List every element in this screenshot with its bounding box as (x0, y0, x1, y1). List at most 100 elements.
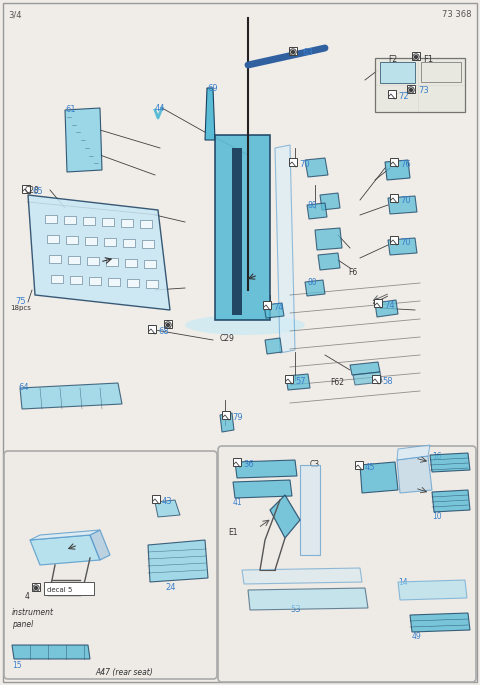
Text: 79: 79 (232, 412, 242, 421)
Text: 15: 15 (12, 661, 22, 670)
Bar (85, 237, 97, 245)
Bar (233, 458, 241, 466)
Polygon shape (30, 530, 100, 540)
Text: F6: F6 (348, 268, 357, 277)
Polygon shape (397, 456, 432, 493)
Text: F1: F1 (423, 55, 433, 64)
Text: 80: 80 (307, 278, 317, 287)
Ellipse shape (185, 315, 305, 335)
Bar (68, 256, 80, 264)
Polygon shape (205, 88, 215, 140)
Polygon shape (12, 645, 90, 659)
Text: 43: 43 (162, 497, 173, 506)
Polygon shape (350, 362, 380, 375)
Polygon shape (215, 135, 270, 320)
Polygon shape (385, 160, 410, 180)
Text: 70: 70 (400, 238, 410, 247)
Text: 4: 4 (25, 592, 30, 601)
Bar (388, 90, 396, 98)
FancyBboxPatch shape (218, 446, 476, 682)
Polygon shape (275, 145, 295, 353)
Polygon shape (286, 374, 310, 390)
Bar (152, 495, 160, 503)
Polygon shape (375, 58, 465, 112)
Text: 10: 10 (432, 512, 442, 521)
Bar (289, 47, 297, 55)
Polygon shape (315, 228, 342, 250)
Text: 73 368: 73 368 (443, 10, 472, 19)
Bar (51, 275, 63, 283)
Polygon shape (353, 372, 382, 385)
Text: A47 (rear seat): A47 (rear seat) (95, 668, 153, 677)
Text: 16: 16 (432, 452, 442, 461)
Bar (390, 158, 398, 166)
Bar (222, 411, 230, 419)
Text: instrument
panel: instrument panel (12, 608, 54, 629)
Polygon shape (388, 238, 417, 255)
Polygon shape (410, 613, 470, 632)
Text: 65: 65 (32, 186, 43, 195)
Bar (108, 278, 120, 286)
Bar (127, 279, 139, 287)
Text: 80: 80 (307, 201, 317, 210)
Polygon shape (28, 195, 170, 310)
Polygon shape (375, 300, 398, 317)
Bar (121, 219, 133, 227)
Circle shape (415, 55, 418, 58)
Text: 64: 64 (18, 383, 29, 392)
Polygon shape (235, 460, 297, 478)
Bar (140, 220, 152, 228)
Polygon shape (388, 196, 417, 214)
Text: 63: 63 (302, 48, 313, 57)
Bar (70, 276, 82, 284)
Bar (47, 235, 59, 243)
Text: 75: 75 (15, 297, 25, 306)
Polygon shape (264, 303, 284, 318)
Bar (89, 277, 101, 285)
Polygon shape (148, 540, 208, 582)
Text: C28: C28 (25, 186, 40, 195)
Text: 18pcs: 18pcs (10, 305, 31, 311)
Circle shape (291, 51, 295, 53)
Bar (148, 325, 156, 333)
Text: 49: 49 (412, 632, 422, 641)
Bar (106, 258, 118, 266)
Bar (49, 255, 61, 263)
Text: F2: F2 (388, 55, 397, 64)
Text: C29: C29 (220, 334, 235, 343)
Polygon shape (300, 465, 320, 555)
Polygon shape (242, 568, 362, 584)
Polygon shape (233, 480, 292, 498)
Text: 14: 14 (398, 578, 408, 587)
Text: 69: 69 (207, 84, 217, 93)
Bar (146, 280, 158, 288)
Polygon shape (265, 338, 282, 354)
FancyBboxPatch shape (4, 451, 217, 679)
Text: decal 5: decal 5 (47, 587, 72, 593)
Text: 70: 70 (299, 160, 310, 169)
Bar (123, 239, 135, 247)
Polygon shape (397, 445, 430, 460)
Bar (144, 260, 156, 268)
Polygon shape (307, 203, 327, 219)
Circle shape (35, 586, 37, 590)
Bar (289, 158, 297, 166)
Bar (66, 236, 78, 244)
Text: 72: 72 (398, 92, 408, 101)
Polygon shape (380, 62, 415, 83)
Bar (374, 299, 382, 307)
Text: 73: 73 (418, 86, 429, 95)
Circle shape (167, 323, 169, 327)
Polygon shape (20, 383, 122, 409)
Text: 68: 68 (158, 327, 169, 336)
Polygon shape (398, 580, 467, 600)
Bar (22, 185, 30, 193)
Text: 41: 41 (233, 498, 242, 507)
Text: 53: 53 (290, 605, 300, 614)
Bar (45, 215, 57, 223)
Polygon shape (430, 453, 470, 472)
Bar (407, 85, 415, 93)
Bar (32, 583, 40, 591)
Bar (83, 217, 95, 225)
Text: 74: 74 (273, 303, 284, 312)
